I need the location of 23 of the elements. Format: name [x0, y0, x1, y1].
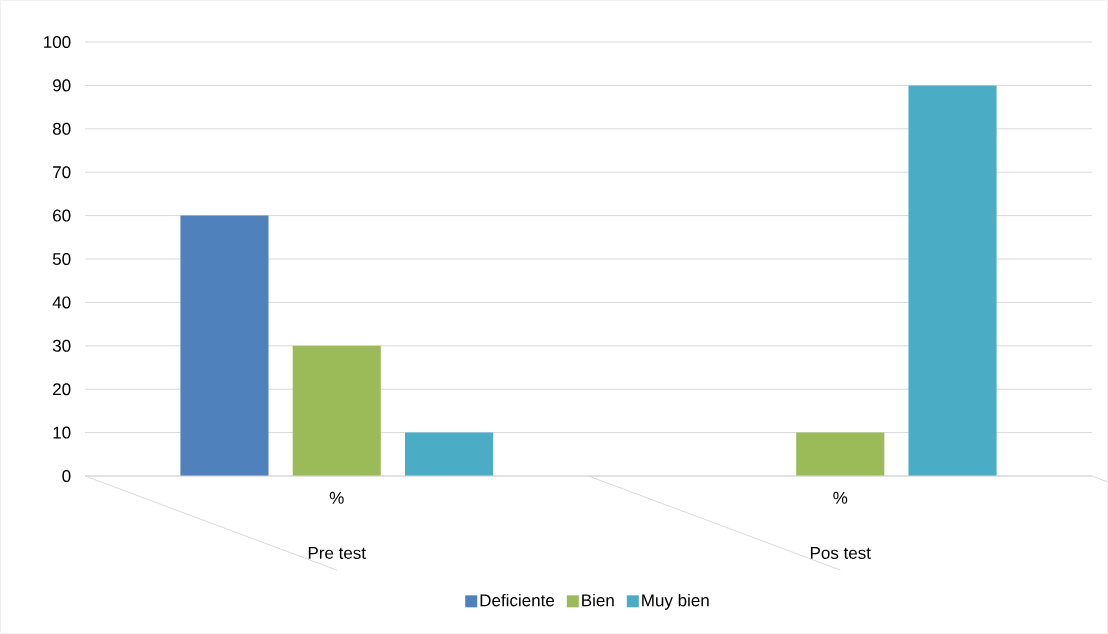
y-tick-label: 0	[62, 469, 71, 483]
bar	[908, 85, 997, 476]
legend-label: Deficiente	[480, 593, 555, 607]
text: Pos test	[810, 547, 871, 559]
legend-label: Bien	[582, 593, 614, 607]
bar	[404, 432, 494, 476]
y-tick-label: 70	[53, 166, 71, 179]
x-tick-label: %	[329, 491, 344, 504]
y-tick-label: 50	[52, 252, 71, 266]
y-tick-label: 90	[53, 79, 71, 92]
bar	[796, 432, 885, 476]
y-tick-label: 80	[52, 122, 71, 135]
x-tick-label: %	[833, 491, 848, 504]
y-tick-label: 30	[52, 339, 71, 352]
y-tick-label: 10	[53, 426, 71, 439]
text: Pre test	[308, 547, 366, 559]
y-tick-label: 40	[52, 296, 71, 309]
legend-label: Muy bien	[642, 593, 709, 610]
bar	[292, 345, 381, 476]
y-tick-label: 60	[53, 209, 71, 222]
y-tick-label: 20	[53, 383, 71, 396]
bar	[180, 215, 269, 476]
y-tick-label: 100	[44, 35, 71, 49]
